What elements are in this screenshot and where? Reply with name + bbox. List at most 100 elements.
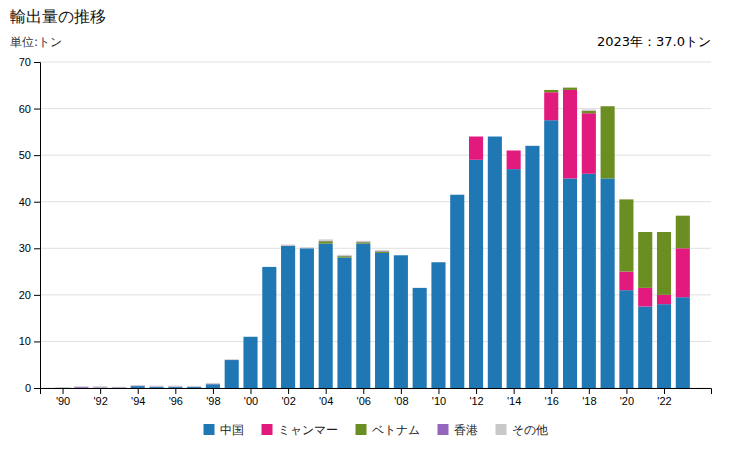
bar bbox=[507, 150, 521, 151]
bar bbox=[601, 106, 615, 107]
series bbox=[319, 88, 690, 295]
bar bbox=[149, 387, 163, 388]
bar bbox=[544, 89, 558, 90]
x-tick-label: '20 bbox=[620, 395, 634, 407]
bar bbox=[337, 257, 351, 258]
bar bbox=[638, 231, 652, 232]
bar bbox=[337, 254, 351, 256]
bar bbox=[112, 386, 126, 387]
bar bbox=[450, 194, 464, 195]
bar bbox=[319, 240, 333, 241]
y-tick-mark bbox=[34, 248, 40, 249]
x-tick-label: '04 bbox=[319, 395, 333, 407]
bar bbox=[657, 232, 671, 295]
bar bbox=[187, 387, 201, 388]
x-tick-mark bbox=[514, 388, 515, 394]
bar bbox=[337, 255, 351, 256]
x-tick: '10 bbox=[432, 388, 446, 407]
bar bbox=[563, 178, 577, 388]
bar bbox=[225, 359, 239, 360]
x-tick-label: '98 bbox=[206, 395, 220, 407]
bar bbox=[601, 178, 615, 388]
y-tick-label: 20 bbox=[19, 289, 31, 301]
x-tick-mark bbox=[551, 388, 552, 394]
y-tick-label: 40 bbox=[19, 196, 31, 208]
bar bbox=[413, 287, 427, 288]
x-tick-label: '16 bbox=[545, 395, 559, 407]
bar bbox=[563, 88, 577, 90]
bar bbox=[450, 194, 464, 195]
bar bbox=[619, 199, 633, 271]
bar bbox=[281, 246, 295, 388]
x-tick-label: '00 bbox=[244, 395, 258, 407]
bar bbox=[206, 382, 220, 384]
x-tick-mark bbox=[438, 388, 439, 394]
x-tick-label: '02 bbox=[281, 395, 295, 407]
bar bbox=[638, 307, 652, 389]
bar bbox=[56, 387, 70, 388]
bar bbox=[375, 250, 389, 252]
bar bbox=[638, 232, 652, 288]
bar bbox=[281, 245, 295, 246]
y-tick: 20 bbox=[19, 289, 40, 301]
bar bbox=[74, 387, 88, 388]
bar bbox=[525, 145, 539, 146]
y-tick-mark bbox=[34, 295, 40, 296]
x-tick-mark bbox=[175, 388, 176, 394]
x-tick: '22 bbox=[657, 388, 671, 407]
y-tick-label: 60 bbox=[19, 103, 31, 115]
bar bbox=[450, 194, 464, 195]
bar bbox=[262, 267, 276, 388]
bar bbox=[507, 169, 521, 388]
bar bbox=[131, 386, 145, 387]
bar bbox=[243, 336, 257, 337]
bar bbox=[563, 87, 577, 88]
y-tick-mark bbox=[34, 202, 40, 203]
bar bbox=[525, 146, 539, 388]
bar bbox=[676, 297, 690, 388]
x-tick: '02 bbox=[281, 388, 295, 407]
bar bbox=[56, 387, 70, 388]
legend-label: ベトナム bbox=[372, 423, 420, 437]
bar bbox=[93, 387, 107, 388]
y-tick-mark bbox=[34, 155, 40, 156]
bar bbox=[337, 258, 351, 388]
legend-label: 中国 bbox=[220, 423, 244, 437]
bar bbox=[619, 199, 633, 200]
bar bbox=[243, 336, 257, 337]
bar bbox=[413, 287, 427, 288]
bar bbox=[469, 136, 483, 137]
bar bbox=[56, 387, 70, 388]
y-tick-label: 50 bbox=[19, 149, 31, 161]
series bbox=[56, 110, 596, 388]
legend-swatch bbox=[262, 424, 273, 435]
annotation: 2023年：37.0トン bbox=[597, 34, 711, 49]
x-tick-label: '06 bbox=[357, 395, 371, 407]
bar bbox=[225, 360, 239, 361]
y-tick-mark bbox=[34, 388, 40, 389]
bar bbox=[56, 387, 70, 388]
bar bbox=[638, 231, 652, 232]
legend-item: 香港 bbox=[438, 423, 478, 437]
bar bbox=[149, 387, 163, 388]
bar bbox=[56, 387, 70, 388]
y-tick: 50 bbox=[19, 149, 40, 161]
bar bbox=[469, 136, 483, 137]
x-tick: '18 bbox=[582, 388, 596, 407]
bar bbox=[356, 241, 370, 242]
bar bbox=[582, 110, 596, 111]
grid bbox=[40, 62, 711, 388]
bar bbox=[619, 199, 633, 200]
bar bbox=[225, 360, 239, 361]
bar bbox=[131, 385, 145, 386]
bar bbox=[450, 195, 464, 388]
bar bbox=[300, 248, 314, 249]
bar bbox=[450, 194, 464, 195]
legend: 中国ミャンマーベトナム香港その他 bbox=[204, 423, 548, 437]
legend-swatch bbox=[356, 424, 367, 435]
bar bbox=[93, 387, 107, 388]
bar bbox=[619, 272, 633, 291]
y-axis: 010203040506070 bbox=[19, 56, 41, 394]
bar bbox=[676, 215, 690, 216]
bar bbox=[469, 160, 483, 388]
